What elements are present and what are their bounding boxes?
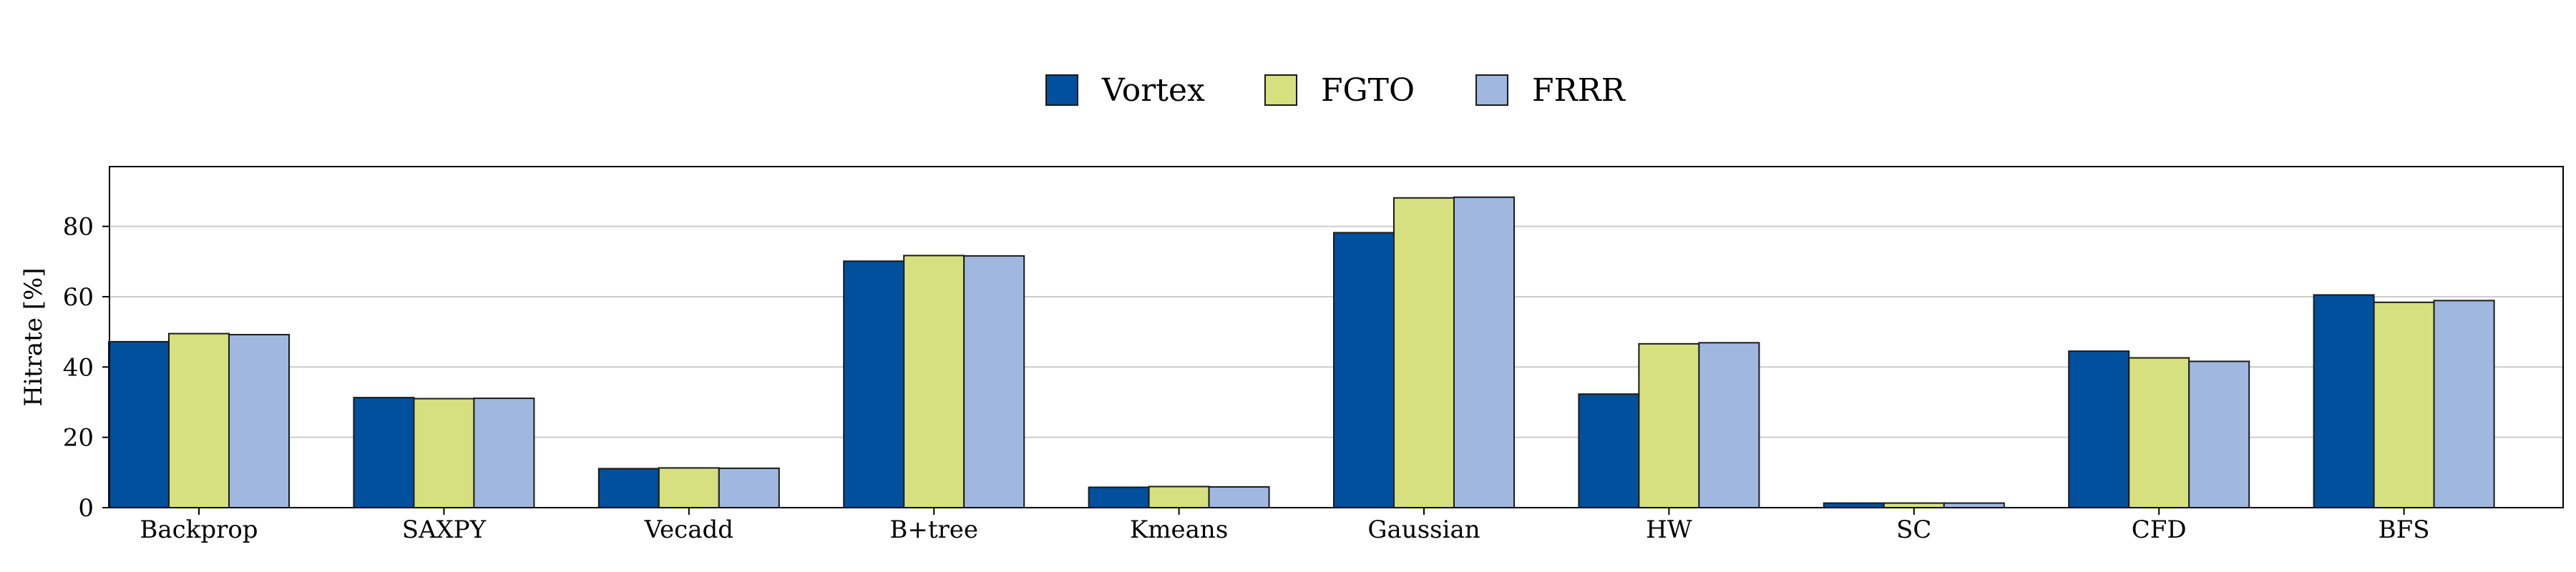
y-tick-label: 40	[63, 353, 94, 382]
bar-fgto-gaussian	[1393, 197, 1455, 508]
x-tick-label: SAXPY	[402, 516, 487, 544]
plot-frame	[109, 166, 2564, 508]
bar-fgto-bfs	[2373, 301, 2435, 508]
y-tick-label: 0	[78, 494, 94, 523]
bar-frrr-vecadd	[718, 467, 780, 508]
bar-frrr-saxpy	[473, 398, 535, 508]
bar-vortex-backprop	[108, 340, 170, 509]
y-tick-label: 60	[63, 283, 94, 312]
bar-frrr-bfs	[2433, 300, 2495, 508]
bar-vortex-b-tree	[843, 260, 905, 508]
bar-fgto-cfd	[2128, 357, 2190, 508]
bar-frrr-hw	[1698, 342, 1760, 508]
y-axis-title: Hitrate [%]	[19, 267, 48, 406]
legend-label: FRRR	[1532, 72, 1626, 109]
legend: Vortex FGTO FRRR	[1045, 72, 1626, 109]
bar-frrr-cfd	[2188, 360, 2250, 509]
bar-frrr-backprop	[228, 334, 290, 508]
bar-fgto-kmeans	[1148, 485, 1210, 509]
bar-vortex-cfd	[2068, 350, 2130, 508]
x-tick-label: Vecadd	[644, 516, 733, 544]
bar-fgto-vecadd	[658, 467, 720, 508]
legend-label: Vortex	[1101, 72, 1205, 109]
x-tick-label: Kmeans	[1130, 516, 1228, 544]
y-axis: 0 20 40 60 80	[63, 213, 109, 523]
bars	[108, 196, 2495, 509]
bar-fgto-b-tree	[903, 255, 965, 508]
x-tick-label: Backprop	[140, 516, 258, 544]
bar-frrr-gaussian	[1453, 196, 1515, 508]
y-tick-label: 20	[63, 424, 94, 453]
x-tick-label: Gaussian	[1367, 516, 1480, 544]
bar-frrr-b-tree	[963, 255, 1025, 508]
bar-vortex-kmeans	[1088, 486, 1150, 508]
x-tick-label: CFD	[2132, 516, 2187, 544]
x-tick-label: B+tree	[889, 516, 978, 544]
bar-fgto-backprop	[168, 332, 230, 509]
bar-fgto-hw	[1638, 342, 1700, 508]
legend-swatch	[1045, 74, 1078, 106]
y-tick-label: 80	[63, 213, 94, 242]
bar-vortex-hw	[1578, 393, 1640, 509]
bar-vortex-bfs	[2313, 294, 2375, 508]
bar-vortex-vecadd	[597, 468, 660, 509]
legend-swatch	[1475, 74, 1508, 106]
legend-label: FGTO	[1321, 72, 1415, 109]
x-tick-label: SC	[1896, 516, 1931, 544]
bar-frrr-kmeans	[1208, 485, 1270, 508]
x-tick-label: HW	[1646, 516, 1692, 544]
legend-swatch	[1264, 74, 1297, 106]
bar-vortex-gaussian	[1333, 232, 1395, 508]
x-tick-label: BFS	[2379, 516, 2430, 544]
bar-vortex-saxpy	[353, 397, 415, 508]
bar-fgto-saxpy	[413, 398, 475, 508]
x-axis: Backprop SAXPY Vecadd B+tree Kmeans Gaussian H…	[140, 508, 2430, 544]
